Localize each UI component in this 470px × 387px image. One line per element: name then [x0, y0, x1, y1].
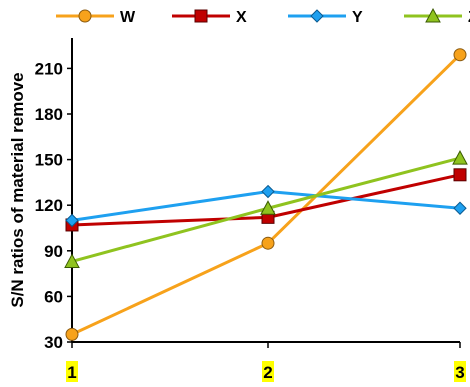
x-tick-highlight: [66, 361, 78, 382]
y-tick-label: 210: [35, 59, 63, 78]
y-tick-label: 120: [35, 196, 63, 215]
series-y: [65, 184, 467, 228]
x-tick-highlight: [262, 361, 274, 382]
x-tick-highlight: [454, 361, 466, 382]
legend-label-w: W: [120, 9, 136, 26]
y-tick-label: 90: [44, 242, 63, 261]
data-point-y: [65, 213, 79, 228]
y-axis-label: S/N ratios of material remove: [8, 72, 27, 307]
y-tick-label: 30: [44, 333, 63, 352]
y-tick-label: 150: [35, 151, 63, 170]
legend-label-x: X: [236, 9, 247, 26]
data-point-y: [453, 201, 467, 215]
y-tick-label: 180: [35, 105, 63, 124]
data-point-w: [453, 48, 467, 62]
legend-marker-w: [78, 9, 92, 23]
data-point-z: [452, 150, 468, 165]
legend-item-x: X: [172, 9, 247, 26]
legend-label-y: Y: [352, 9, 363, 26]
data-point-w: [65, 327, 79, 341]
data-point-y: [261, 184, 275, 199]
data-point-z: [260, 200, 276, 215]
series-x: [65, 168, 467, 232]
legend-marker-x: [194, 9, 208, 23]
axes: 30 60 90 120 150 180 210 1 2 3: [35, 38, 466, 382]
legend-item-y: Y: [288, 9, 363, 26]
legend-item-z: Z: [404, 7, 470, 26]
legend-marker-z: [425, 7, 441, 23]
y-tick-label: 60: [44, 287, 63, 306]
legend: W X Y Z: [56, 7, 470, 26]
x-tick-label: 1: [67, 363, 76, 382]
series-z: [64, 150, 468, 268]
legend-label-z: Z: [468, 9, 470, 26]
legend-item-w: W: [56, 9, 136, 26]
legend-marker-y: [310, 9, 324, 23]
series-w: [65, 48, 467, 341]
x-tick-label: 3: [455, 363, 464, 382]
series-group: [64, 48, 468, 341]
x-tick-label: 2: [263, 363, 272, 382]
data-point-w: [261, 236, 275, 250]
data-point-z: [64, 253, 80, 268]
data-point-x: [453, 168, 467, 182]
